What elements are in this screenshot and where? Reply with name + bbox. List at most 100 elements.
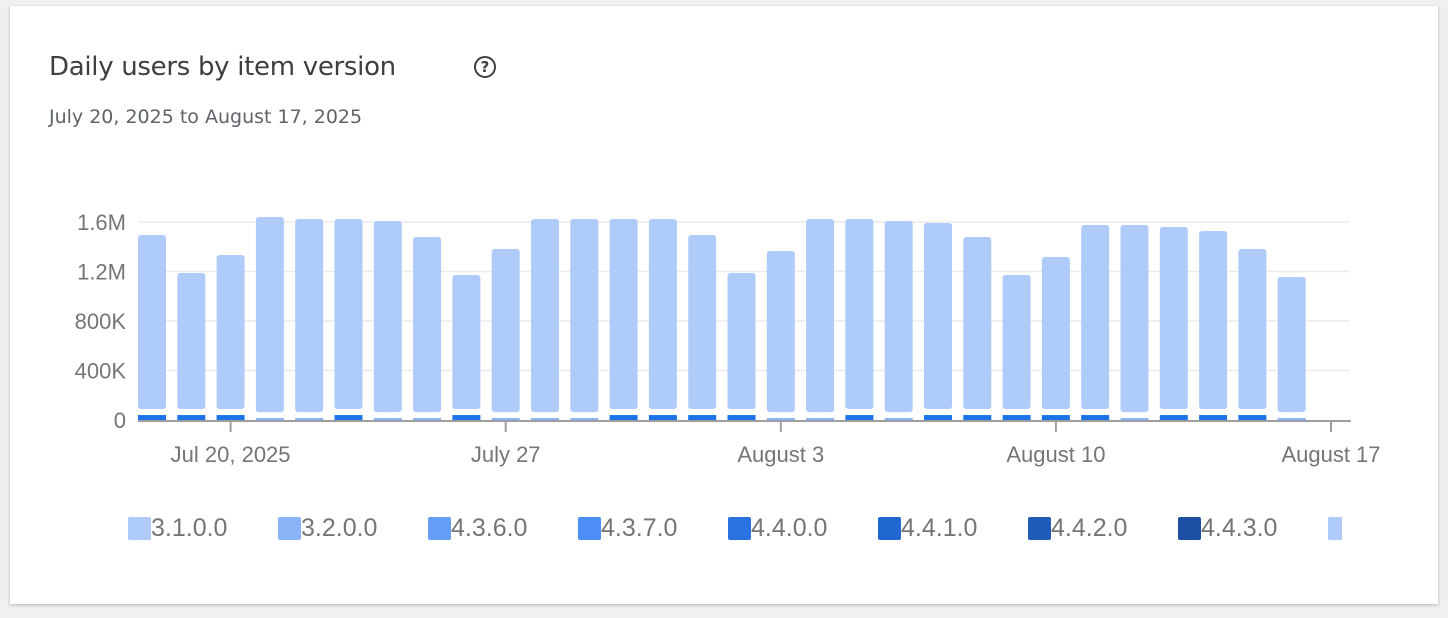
bar-3-1-0-0 (334, 218, 363, 410)
bar-3-1-0-0 (531, 218, 559, 413)
legend-swatch (428, 516, 451, 540)
bar-3-1-0-0 (1277, 277, 1306, 413)
bar-4-4-0-0 (963, 415, 992, 420)
bar-3-2-0-0 (531, 418, 559, 420)
legend-swatch (578, 516, 601, 540)
help-circle-icon[interactable]: ? (474, 56, 496, 78)
bar-3-1-0-0 (1002, 275, 1031, 410)
legend-item[interactable] (1328, 508, 1342, 548)
bar-3-2-0-0 (570, 418, 599, 420)
y-tick-label: 800K (75, 309, 127, 334)
legend-item[interactable]: 3.1.0.0 (128, 508, 278, 548)
bar-4-4-0-0 (727, 415, 756, 420)
bar-3-1-0-0 (1120, 225, 1149, 413)
bar-3-1-0-0 (452, 275, 481, 410)
bar-4-4-0-0 (177, 415, 206, 420)
bar-4-4-0-0 (138, 415, 166, 420)
bar-3-1-0-0 (413, 237, 442, 413)
legend-swatch (278, 516, 301, 540)
bar-3-2-0-0 (1120, 418, 1149, 420)
bar-3-2-0-0 (766, 418, 795, 420)
legend-swatch (1328, 516, 1342, 540)
bar-4-4-0-0 (845, 415, 874, 420)
y-tick-label: 1.6M (77, 210, 126, 235)
bar-3-2-0-0 (295, 418, 324, 420)
legend-label: 4.3.6.0 (451, 513, 528, 542)
bar-3-1-0-0 (924, 223, 952, 410)
bar-3-1-0-0 (1081, 225, 1110, 410)
bar-3-1-0-0 (255, 216, 284, 413)
x-tick-label: August 10 (1006, 442, 1105, 467)
bar-3-1-0-0 (216, 254, 245, 410)
legend-label: 4.4.1.0 (901, 513, 978, 542)
legend-item[interactable]: 4.4.3.0 (1178, 508, 1328, 548)
bar-3-1-0-0 (1159, 227, 1188, 410)
bar-3-1-0-0 (609, 218, 638, 410)
legend-item[interactable]: 3.2.0.0 (278, 508, 428, 548)
legend-item[interactable]: 4.4.1.0 (878, 508, 1028, 548)
bar-3-2-0-0 (884, 418, 913, 420)
bar-3-1-0-0 (845, 218, 874, 410)
bar-3-2-0-0 (491, 418, 520, 420)
legend: 3.1.0.0 3.2.0.0 4.3.6.0 4.3.7.0 4.4.0.0 4.4.1… (128, 508, 1342, 548)
legend-item[interactable]: 4.3.7.0 (578, 508, 728, 548)
chart-title: Daily users by item version (49, 52, 396, 82)
bar-3-1-0-0 (1238, 249, 1267, 410)
bar-4-4-0-0 (1041, 415, 1070, 420)
bar-3-2-0-0 (255, 418, 284, 420)
legend-item[interactable]: 4.4.0.0 (728, 508, 878, 548)
x-tick-label: Jul 20, 2025 (171, 442, 291, 467)
legend-swatch (1178, 516, 1201, 540)
bar-4-4-0-0 (924, 415, 952, 420)
date-range-subtitle: July 20, 2025 to August 17, 2025 (49, 106, 363, 128)
legend-label: 4.4.2.0 (1051, 513, 1128, 542)
bar-3-2-0-0 (1277, 418, 1306, 420)
bar-3-2-0-0 (373, 418, 402, 420)
bar-3-1-0-0 (295, 218, 324, 413)
bar-3-1-0-0 (963, 237, 992, 410)
bar-3-2-0-0 (413, 418, 442, 420)
x-tick-label: August 3 (737, 442, 824, 467)
bar-4-4-0-0 (1199, 415, 1228, 420)
bar-4-4-0-0 (334, 415, 363, 420)
bar-3-1-0-0 (806, 218, 835, 413)
bar-3-1-0-0 (1199, 230, 1228, 410)
bar-4-4-0-0 (688, 415, 717, 420)
bar-3-1-0-0 (648, 218, 677, 410)
y-tick-label: 0 (114, 408, 126, 433)
bar-3-1-0-0 (177, 273, 206, 410)
x-tick-label: August 17 (1281, 442, 1380, 467)
bar-3-1-0-0 (688, 235, 717, 410)
bar-4-4-0-0 (1238, 415, 1267, 420)
legend-item[interactable]: 4.3.6.0 (428, 508, 578, 548)
legend-item[interactable]: 4.4.2.0 (1028, 508, 1178, 548)
bar-3-1-0-0 (570, 218, 599, 413)
bar-4-4-0-0 (1159, 415, 1188, 420)
bar-4-4-0-0 (609, 415, 638, 420)
bar-3-1-0-0 (884, 220, 913, 413)
legend-label: 4.3.7.0 (601, 513, 678, 542)
bar-3-2-0-0 (806, 418, 835, 420)
bar-3-1-0-0 (1041, 256, 1070, 410)
legend-swatch (728, 516, 751, 540)
legend-label: 3.1.0.0 (151, 513, 228, 542)
y-tick-label: 400K (75, 359, 127, 384)
legend-swatch (1028, 516, 1051, 540)
bar-3-1-0-0 (373, 220, 402, 413)
legend-swatch (878, 516, 901, 540)
bar-4-4-0-0 (648, 415, 677, 420)
bar-3-1-0-0 (491, 249, 520, 413)
bar-4-4-0-0 (216, 415, 245, 420)
y-tick-label: 1.2M (77, 260, 126, 285)
bar-3-1-0-0 (138, 235, 166, 410)
bar-4-4-0-0 (1081, 415, 1110, 420)
bar-4-4-0-0 (1002, 415, 1031, 420)
x-tick-label: July 27 (471, 442, 541, 467)
legend-label: 4.4.3.0 (1201, 513, 1278, 542)
bar-4-4-0-0 (452, 415, 481, 420)
legend-label: 3.2.0.0 (301, 513, 378, 542)
bar-3-1-0-0 (727, 273, 756, 410)
bar-3-1-0-0 (766, 251, 795, 413)
legend-label: 4.4.0.0 (751, 513, 828, 542)
